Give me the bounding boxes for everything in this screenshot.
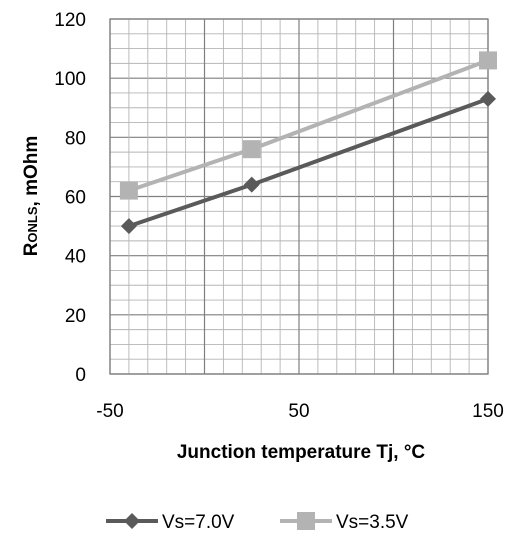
grid <box>109 18 489 375</box>
legend-entry: Vs=3.5V <box>280 512 409 533</box>
y-axis-title-suffix: , mOhm <box>21 136 42 207</box>
legend-marker <box>124 513 140 529</box>
y-tick-label: 100 <box>54 69 86 90</box>
data-point-series-1 <box>480 90 496 107</box>
y-tick-label: 60 <box>65 188 86 209</box>
series-line-1 <box>128 96 489 228</box>
y-axis-title: RONLS, mOhm <box>21 136 42 257</box>
x-axis-title: Junction temperature Tj, °C <box>177 442 426 463</box>
legend: Vs=7.0V Vs=3.5V <box>106 512 409 533</box>
legend-label: Vs=3.5V <box>336 512 409 533</box>
data-point-series-2 <box>119 181 138 200</box>
x-tick-labels: -50 50 150 <box>96 401 504 422</box>
y-tick-label: 80 <box>65 128 86 149</box>
y-tick-label: 0 <box>75 365 86 386</box>
data-point-series-1 <box>243 176 260 193</box>
series-lines <box>128 58 489 228</box>
x-tick-label: 150 <box>472 401 504 422</box>
series-line-2 <box>128 58 489 193</box>
legend-marker <box>297 512 315 530</box>
data-point-series-1 <box>120 218 137 235</box>
y-axis-title-subscript: ONLS <box>25 206 40 242</box>
x-tick-label: 50 <box>288 401 309 422</box>
data-point-series-2 <box>479 51 497 70</box>
y-tick-label: 20 <box>65 306 86 327</box>
y-tick-label: 40 <box>65 247 86 268</box>
y-tick-labels: 0 20 40 60 80 100 120 <box>54 10 86 386</box>
y-axis-title-prefix: R <box>21 242 42 256</box>
plot-frame <box>109 18 489 375</box>
legend-label: Vs=7.0V <box>162 512 235 533</box>
series-markers <box>119 51 497 235</box>
plot-border <box>109 18 489 375</box>
y-tick-label: 120 <box>54 10 86 31</box>
x-tick-label: -50 <box>96 401 123 422</box>
legend-entry: Vs=7.0V <box>106 512 235 533</box>
data-point-series-2 <box>242 140 261 159</box>
